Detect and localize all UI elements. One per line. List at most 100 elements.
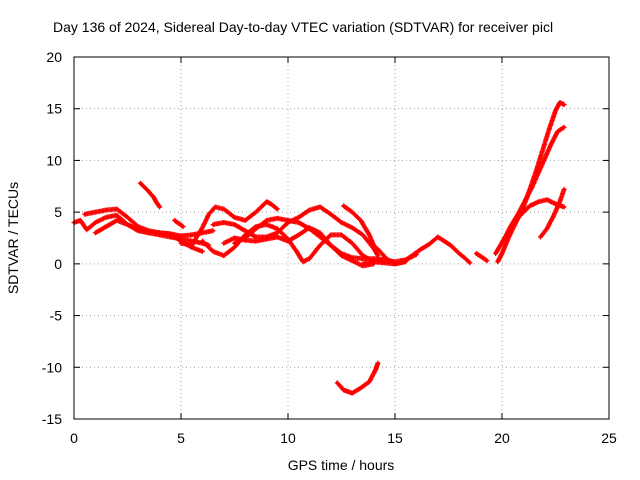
y-tick-label: 0 xyxy=(54,256,62,272)
data-point xyxy=(254,239,258,243)
data-point xyxy=(543,156,547,160)
data-point xyxy=(168,232,172,236)
data-point xyxy=(427,242,431,246)
data-point xyxy=(340,233,343,237)
data-point xyxy=(367,233,371,237)
data-point xyxy=(318,235,322,239)
data-point xyxy=(545,198,549,202)
data-point xyxy=(147,231,151,235)
data-point xyxy=(496,260,500,264)
data-point xyxy=(179,234,183,238)
data-point xyxy=(350,226,354,230)
data-point xyxy=(158,231,162,235)
data-point xyxy=(265,237,269,241)
series-track-12 xyxy=(360,252,419,267)
plot-frame xyxy=(73,56,610,420)
data-point xyxy=(190,243,194,247)
data-point xyxy=(376,361,380,365)
data-point xyxy=(500,252,504,255)
data-point xyxy=(269,202,273,206)
data-point xyxy=(181,225,185,229)
data-point xyxy=(93,210,97,214)
x-tick-label: 20 xyxy=(494,430,510,446)
data-point xyxy=(374,367,378,371)
data-series xyxy=(71,100,567,396)
data-point xyxy=(233,236,236,240)
data-point xyxy=(115,207,119,211)
series-markers xyxy=(137,180,163,210)
data-point xyxy=(243,236,247,240)
data-point xyxy=(414,253,418,256)
data-point xyxy=(350,241,354,245)
data-point xyxy=(243,229,247,233)
series-track-10 xyxy=(232,215,387,263)
series-track-18 xyxy=(538,186,567,240)
data-point xyxy=(464,257,468,261)
data-point xyxy=(177,222,181,225)
series-track-17 xyxy=(493,197,567,256)
data-point xyxy=(307,227,311,231)
data-point xyxy=(222,254,226,258)
data-point xyxy=(104,225,108,229)
data-point xyxy=(342,204,346,208)
y-tick-label: -10 xyxy=(42,359,62,375)
data-point xyxy=(502,237,506,241)
data-point xyxy=(562,187,566,191)
data-point xyxy=(562,205,566,209)
data-point xyxy=(286,218,290,222)
data-point xyxy=(93,221,97,224)
data-point xyxy=(340,252,343,255)
data-point xyxy=(558,101,562,104)
data-point xyxy=(519,212,523,216)
data-point xyxy=(554,109,557,113)
data-point xyxy=(233,245,236,249)
data-point xyxy=(275,231,279,235)
data-point xyxy=(78,218,82,222)
series-track-14 xyxy=(334,360,381,396)
data-point xyxy=(457,252,461,255)
data-point xyxy=(449,243,453,247)
data-point xyxy=(211,223,215,227)
data-point xyxy=(156,202,159,206)
grid-lines xyxy=(74,57,609,419)
data-point xyxy=(511,223,515,227)
data-point xyxy=(93,231,97,235)
data-point xyxy=(211,229,215,233)
data-point xyxy=(329,233,333,237)
data-point xyxy=(190,233,194,237)
y-tick-label: 15 xyxy=(46,101,62,117)
data-point xyxy=(372,260,376,264)
series-track-3 xyxy=(137,180,163,210)
data-point xyxy=(318,243,322,247)
data-point xyxy=(104,215,108,219)
data-point xyxy=(419,247,423,251)
data-point xyxy=(222,207,226,211)
data-point xyxy=(481,256,485,260)
data-point xyxy=(200,226,204,230)
data-point xyxy=(115,218,119,222)
data-point xyxy=(556,130,560,133)
data-point xyxy=(528,204,532,208)
data-point xyxy=(404,258,408,262)
data-point xyxy=(340,221,343,224)
data-point xyxy=(378,249,382,253)
data-point xyxy=(547,127,551,131)
x-axis-label: GPS time / hours xyxy=(288,457,395,473)
series-markers xyxy=(538,186,567,240)
chart-title: Day 136 of 2024, Sidereal Day-to-day VTE… xyxy=(53,19,553,35)
data-point xyxy=(301,260,305,264)
data-point xyxy=(393,260,397,264)
data-point xyxy=(126,223,129,227)
data-point xyxy=(207,212,211,216)
data-point xyxy=(367,380,371,384)
data-point xyxy=(222,241,226,245)
data-point xyxy=(104,208,108,212)
data-point xyxy=(85,228,89,232)
data-point xyxy=(558,200,562,204)
data-point xyxy=(275,207,279,211)
x-tick-label: 5 xyxy=(177,430,185,446)
data-point xyxy=(541,148,545,152)
axis-ticks: 0 5 10 15 20 25 -15 -10 -5 0 5 10 15 20 xyxy=(42,49,617,446)
data-point xyxy=(233,241,236,245)
data-point xyxy=(200,239,204,243)
